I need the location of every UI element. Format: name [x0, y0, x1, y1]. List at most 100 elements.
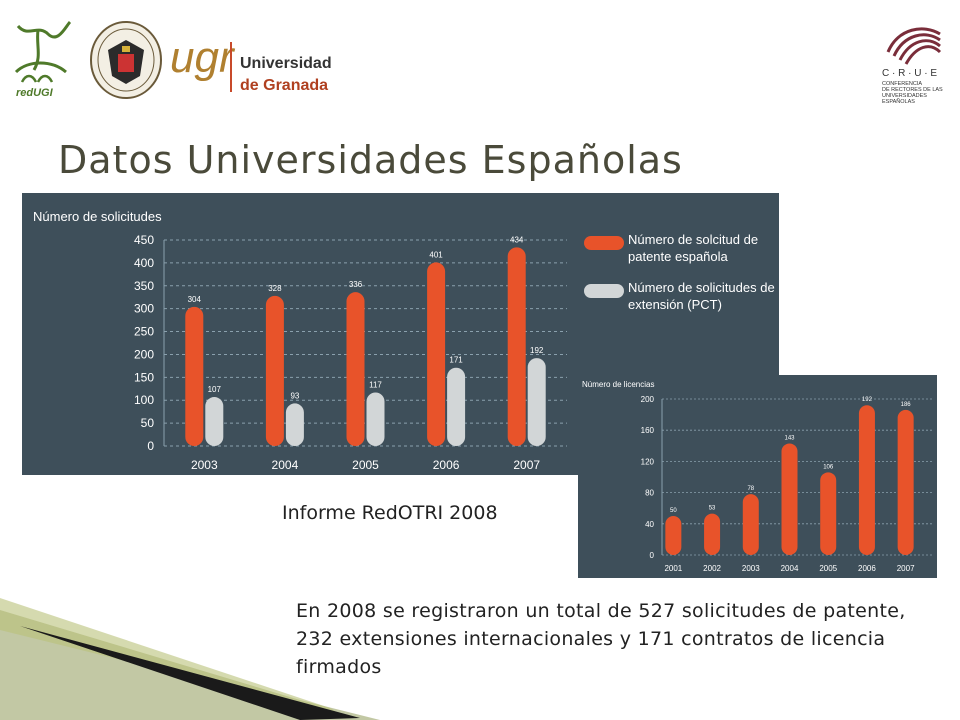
summary-text: En 2008 se registraron un total de 527 s… [296, 600, 906, 678]
chart1-data-label: 117 [369, 380, 382, 389]
chart2-data-label: 50 [670, 508, 677, 514]
chart1-data-label: 304 [188, 295, 202, 304]
chart2-data-label: 53 [709, 506, 716, 512]
chart1-xtick-label: 2005 [352, 458, 379, 472]
crue-line3: UNIVERSIDADES [882, 93, 927, 99]
chart1-ytick-label: 100 [134, 393, 154, 407]
chart1-ytick-label: 400 [134, 256, 154, 270]
redugi-logo-graphic: redUGI [14, 20, 72, 99]
legend-swatch-patente [584, 236, 624, 250]
chart2-ylabel: Número de licencias [582, 380, 654, 389]
chart2-ytick-label: 120 [641, 457, 655, 466]
chart2-data-label: 106 [823, 464, 834, 470]
chart1-grid [163, 239, 567, 447]
chart2-data-label: 192 [862, 397, 873, 403]
chart1-data-label: 328 [268, 284, 282, 293]
chart2-xtick-label: 2004 [781, 564, 799, 573]
chart2-xticks: 2001 2002 2003 2004 2005 2006 2007 [664, 564, 915, 573]
chart2-bar [897, 409, 914, 555]
chart2-data-label: 78 [747, 486, 754, 492]
chart2-bars: 50 53 78 143 106 192 186 [665, 397, 914, 555]
chart1-bar [447, 367, 466, 446]
legend-label-pct: Número de solicitudes de extensión (PCT) [628, 280, 775, 312]
chart2-data-label: 143 [784, 435, 795, 441]
legend-label-patente: Número de solcitud de patente española [628, 232, 759, 264]
chart1-data-label: 192 [530, 346, 544, 355]
ugr-seal [88, 20, 164, 100]
chart2-xtick-label: 2002 [703, 564, 721, 573]
chart1-ytick-label: 300 [134, 302, 154, 316]
chart2-xtick-label: 2003 [742, 564, 760, 573]
chart1-bar [346, 292, 365, 446]
ugr-name-line2: de Granada [240, 77, 328, 94]
chart1-ylabel: Número de solicitudes [33, 209, 162, 224]
chart1-ytick-label: 200 [134, 347, 154, 361]
chart1-xtick-label: 2007 [513, 458, 540, 472]
chart2-ytick-label: 0 [650, 551, 655, 560]
redugi-logo-text: redUGI [16, 87, 54, 99]
chart2-ytick-label: 160 [641, 426, 655, 435]
chart2-bar [665, 516, 682, 555]
chart-solicitudes: Número de solicitudes 0 50 100 150 200 250 300… [22, 193, 779, 475]
chart2-yticks: 0 40 80 120 160 200 [641, 395, 655, 560]
chart2-ytick-label: 80 [645, 489, 654, 498]
chart1-data-label: 434 [510, 235, 524, 244]
chart1-xtick-label: 2003 [191, 458, 218, 472]
chart1-bar [205, 397, 224, 446]
legend-label-patente-wrap: Número de solcitud de patente española [628, 232, 759, 264]
chart1-ytick-label: 350 [134, 279, 154, 293]
crue-line4: ESPAÑOLAS [882, 98, 915, 105]
chart1-ytick-label: 50 [141, 416, 155, 430]
source-caption: Informe RedOTRI 2008 [282, 502, 498, 524]
ugr-seal-graphic [90, 21, 162, 99]
ugr-wordmark-graphic: ugr Universidad de Granada [170, 33, 332, 94]
decorative-ribbon [0, 598, 380, 720]
chart2-bar [781, 443, 798, 555]
chart1-bar [265, 295, 284, 446]
chart2-xtick-label: 2005 [819, 564, 837, 573]
chart2-bar [820, 472, 837, 555]
chart2-ytick-label: 200 [641, 395, 655, 404]
ugr-wordmark-text: ugr [170, 33, 236, 82]
crue-logo-graphic: C · R · U · E CONFERENCIA DE RECTORES DE… [882, 27, 943, 105]
chart1-data-label: 93 [290, 391, 299, 400]
chart1-bar [366, 392, 385, 446]
crue-title: C · R · U · E [882, 68, 937, 79]
chart1-xticks: 2003 2004 2005 2006 2007 [191, 458, 540, 472]
chart1-bar [427, 262, 446, 446]
chart1-bar [507, 247, 526, 446]
crue-line1: CONFERENCIA [882, 81, 922, 87]
page-title: Datos Universidades Españolas [58, 138, 683, 182]
chart1-ytick-label: 250 [134, 325, 154, 339]
chart1-bars: 304 107 328 93 336 117 401 171 434 192 [185, 235, 546, 446]
chart1-data-label: 171 [449, 356, 463, 365]
chart2-bar [858, 405, 875, 555]
chart-licencias-svg: Número de licencias 0 40 80 120 160 200 50 53 7… [582, 380, 933, 573]
chart1-legend: Número de solcitud de patente española N… [584, 232, 775, 312]
chart2-xtick-label: 2001 [664, 564, 682, 573]
chart1-data-label: 107 [208, 385, 222, 394]
chart1-data-label: 336 [349, 280, 363, 289]
chart1-bar [527, 358, 546, 446]
chart2-xtick-label: 2006 [858, 564, 876, 573]
chart2-data-label: 186 [901, 402, 912, 408]
legend-swatch-pct [584, 284, 624, 298]
ugr-name-line1: Universidad [240, 55, 332, 72]
legend-label-pct-wrap: Número de solicitudes de extensión (PCT) [628, 280, 775, 312]
chart1-xtick-label: 2006 [433, 458, 460, 472]
chart2-ytick-label: 40 [645, 520, 654, 529]
crue-logo: C · R · U · E CONFERENCIA DE RECTORES DE… [880, 20, 952, 106]
chart1-bar [185, 306, 204, 446]
chart2-bar [704, 513, 721, 555]
chart1-data-label: 401 [429, 250, 443, 259]
chart2-xtick-label: 2007 [897, 564, 915, 573]
chart-licencias: Número de licencias 0 40 80 120 160 200 50 53 7… [578, 375, 937, 578]
chart2-bar [742, 494, 759, 555]
ugr-wordmark: ugr Universidad de Granada [170, 30, 350, 100]
redugi-logo: redUGI [8, 16, 76, 100]
chart-solicitudes-svg: Número de solicitudes 0 50 100 150 200 250 300… [33, 209, 775, 472]
crue-line2: DE RECTORES DE LAS [882, 87, 943, 93]
chart1-ytick-label: 450 [134, 233, 154, 247]
chart1-ytick-label: 0 [147, 439, 154, 453]
chart1-xtick-label: 2004 [272, 458, 299, 472]
